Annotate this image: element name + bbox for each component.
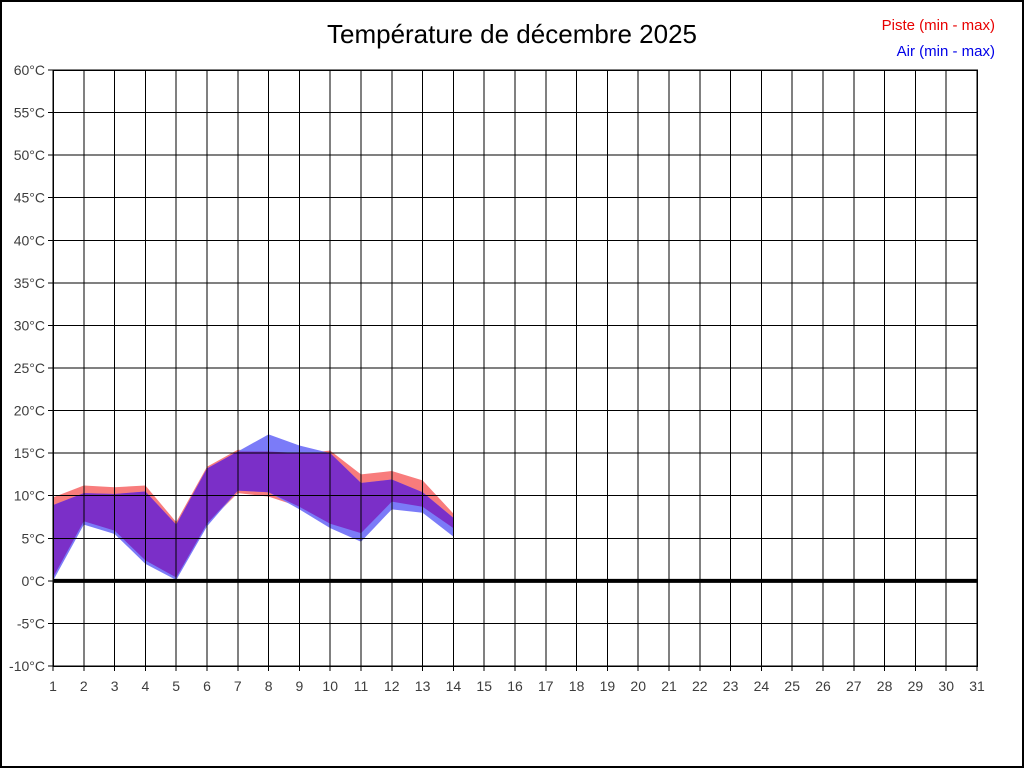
x-axis-labels: 1 2 3 4 5 6 7 8 9 10 11 12 13 14 15 16 17 18 19 20 21 22 23 24 2… bbox=[49, 678, 985, 694]
x-tick-label: 15 bbox=[476, 678, 492, 694]
x-tick-label: 5 bbox=[172, 678, 180, 694]
x-tick-label: 23 bbox=[723, 678, 739, 694]
x-tick-label: 4 bbox=[142, 678, 150, 694]
x-tick-label: 12 bbox=[384, 678, 400, 694]
x-tick-label: 11 bbox=[354, 678, 369, 694]
y-tick-label: 45°C bbox=[14, 190, 45, 206]
x-tick-label: 18 bbox=[569, 678, 585, 694]
y-tick-label: 10°C bbox=[14, 488, 45, 504]
x-tick-label: 24 bbox=[754, 678, 770, 694]
x-tick-label: 29 bbox=[908, 678, 924, 694]
x-tick-label: 19 bbox=[600, 678, 616, 694]
x-tick-label: 8 bbox=[265, 678, 273, 694]
overlap-band bbox=[53, 451, 454, 578]
x-tick-label: 3 bbox=[111, 678, 119, 694]
grid bbox=[52, 69, 978, 667]
x-tick-label: 22 bbox=[692, 678, 708, 694]
legend-item-piste: Piste (min - max) bbox=[881, 17, 995, 34]
axis-ticks bbox=[48, 69, 978, 671]
x-tick-label: 1 bbox=[49, 678, 57, 694]
x-tick-label: 27 bbox=[846, 678, 862, 694]
x-tick-label: 31 bbox=[969, 678, 985, 694]
x-tick-label: 28 bbox=[877, 678, 893, 694]
x-tick-label: 7 bbox=[234, 678, 242, 694]
x-tick-label: 26 bbox=[815, 678, 831, 694]
x-tick-label: 6 bbox=[203, 678, 211, 694]
x-tick-label: 9 bbox=[296, 678, 304, 694]
x-tick-label: 20 bbox=[630, 678, 646, 694]
y-tick-label: 35°C bbox=[14, 275, 45, 291]
x-tick-label: 14 bbox=[446, 678, 462, 694]
chart-title: Température de décembre 2025 bbox=[326, 19, 697, 49]
x-tick-label: 2 bbox=[80, 678, 88, 694]
y-tick-label: 25°C bbox=[14, 360, 45, 376]
y-tick-label: 30°C bbox=[14, 317, 45, 333]
x-tick-label: 25 bbox=[784, 678, 800, 694]
y-tick-label: 40°C bbox=[14, 232, 45, 248]
legend-item-air: Air (min - max) bbox=[896, 43, 995, 60]
x-tick-label: 21 bbox=[661, 678, 677, 694]
y-tick-label: 15°C bbox=[14, 445, 45, 461]
x-tick-label: 13 bbox=[415, 678, 431, 694]
y-tick-label: 55°C bbox=[14, 105, 45, 121]
x-tick-label: 17 bbox=[538, 678, 554, 694]
y-axis-labels: 60°C 55°C 50°C 45°C 40°C 35°C 30°C 25°C 20°C 15°C… bbox=[9, 62, 45, 674]
x-tick-label: 16 bbox=[507, 678, 523, 694]
y-tick-label: -5°C bbox=[17, 615, 45, 631]
y-tick-label: -10°C bbox=[9, 658, 45, 674]
x-tick-label: 30 bbox=[938, 678, 954, 694]
y-tick-label: 60°C bbox=[14, 62, 45, 78]
y-tick-label: 20°C bbox=[14, 403, 45, 419]
x-tick-label: 10 bbox=[322, 678, 338, 694]
y-tick-label: 0°C bbox=[22, 573, 46, 589]
y-tick-label: 5°C bbox=[22, 530, 46, 546]
chart-legend: Piste (min - max) Air (min - max) bbox=[882, 13, 995, 65]
y-tick-label: 50°C bbox=[14, 147, 45, 163]
